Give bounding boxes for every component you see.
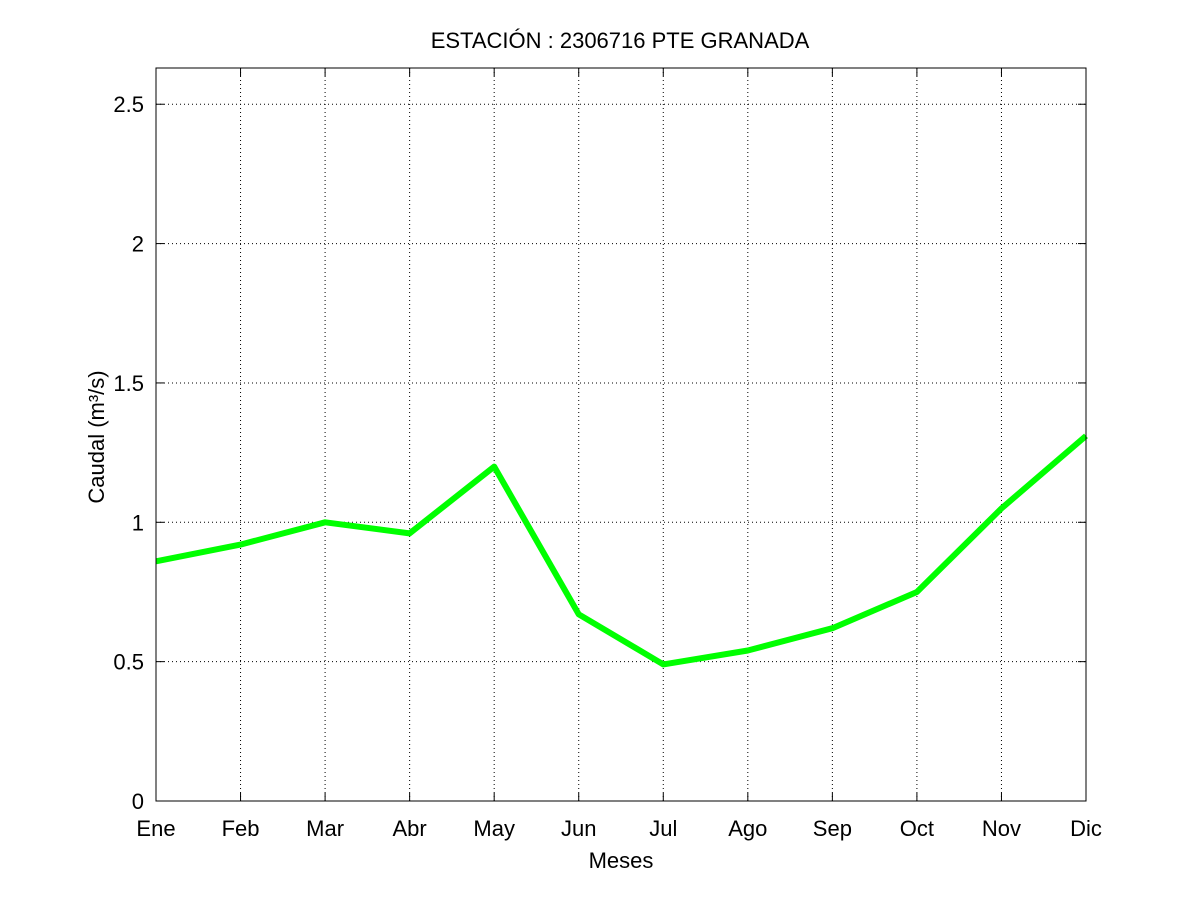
x-tick-label: Ene	[136, 816, 175, 841]
plot-frame	[155, 67, 1087, 802]
series-line	[155, 433, 1088, 668]
data-point	[831, 627, 833, 629]
data-point	[409, 532, 411, 534]
x-tick-label: Ago	[728, 816, 767, 841]
data-point	[240, 544, 242, 546]
x-tick-labels: Ene Feb Mar Abr May Jun Jul Ago Sep Oct Nov Dic	[136, 816, 1101, 841]
x-tick-label: May	[473, 816, 515, 841]
data-point	[916, 591, 918, 593]
x-tick-label: Feb	[222, 816, 260, 841]
data-point	[747, 649, 749, 651]
data-point	[493, 466, 495, 468]
x-tick-label: Abr	[393, 816, 427, 841]
x-tick-label: Mar	[306, 816, 344, 841]
y-tick-label: 1.5	[113, 371, 144, 396]
y-tick-labels: 0 0.5 1 1.5 2 2.5	[113, 92, 144, 814]
data-point	[1000, 507, 1002, 509]
x-tick-label: Nov	[982, 816, 1021, 841]
chart-title: ESTACIÓN : 2306716 PTE GRANADA	[431, 28, 810, 53]
data-point	[662, 663, 664, 665]
y-tick-label: 1	[132, 510, 144, 535]
y-tick-label: 0.5	[113, 650, 144, 675]
data-point	[578, 613, 580, 615]
y-axis-label: Caudal (m³/s)	[84, 370, 109, 503]
x-tick-label: Dic	[1070, 816, 1102, 841]
x-tick-label: Oct	[900, 816, 934, 841]
y-tick-label: 0	[132, 789, 144, 814]
x-tick-label: Jul	[649, 816, 677, 841]
plot-area	[156, 68, 1086, 801]
x-tick-label: Jun	[561, 816, 596, 841]
data-point	[324, 521, 326, 523]
grid-layer	[156, 68, 1086, 801]
y-tick-label: 2	[132, 232, 144, 257]
x-axis-label: Meses	[589, 848, 654, 873]
x-tick-label: Sep	[813, 816, 852, 841]
y-tick-label: 2.5	[113, 92, 144, 117]
